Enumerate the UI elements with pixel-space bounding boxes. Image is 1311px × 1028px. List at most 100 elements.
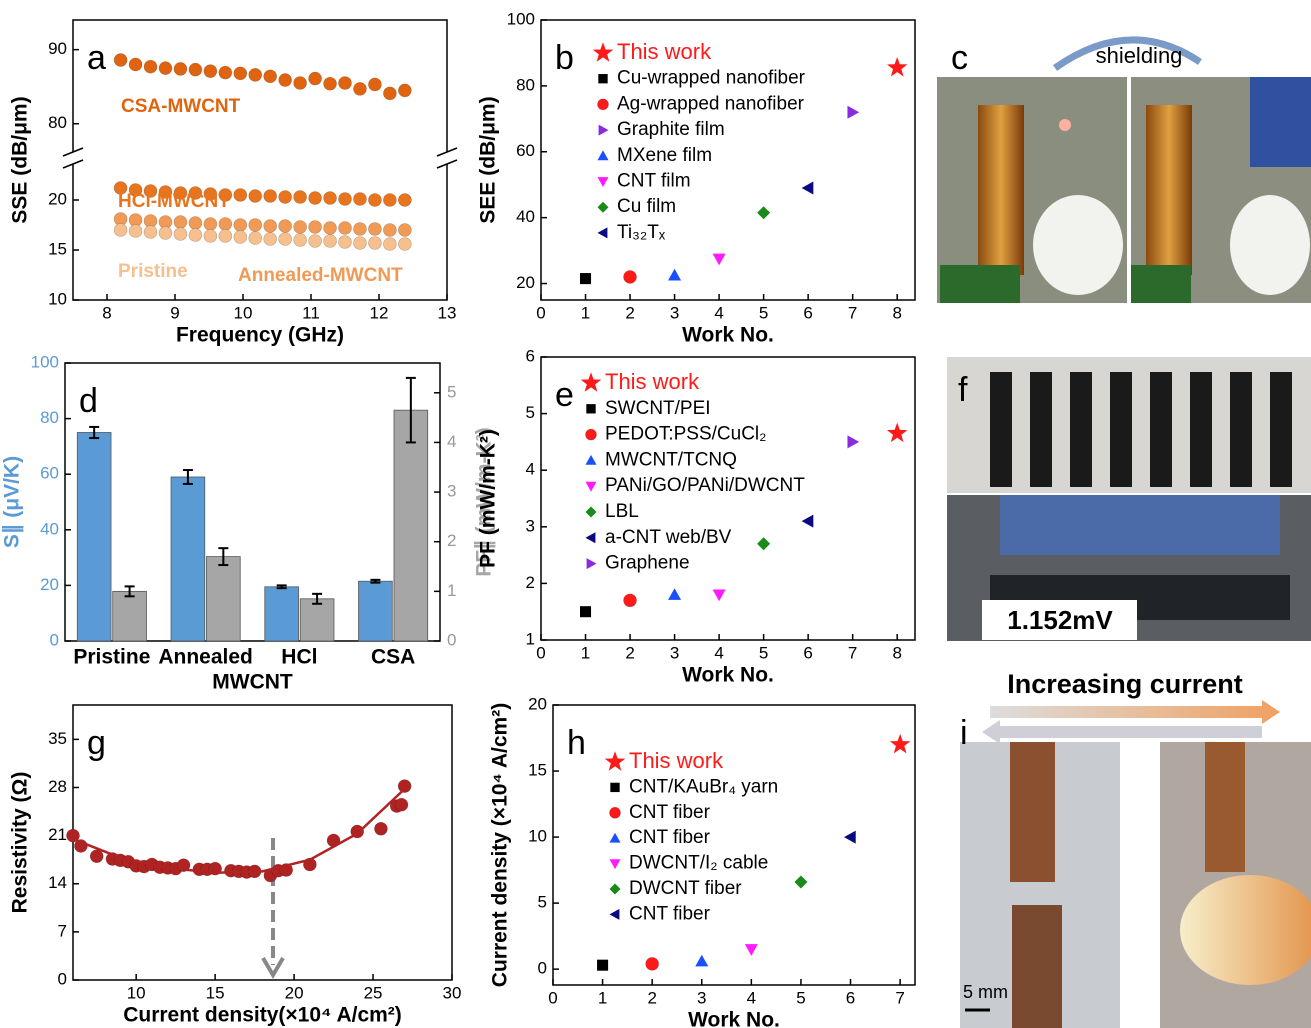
- axis-break-mark: [62, 159, 84, 169]
- legend-label: SWCNT/PEI: [605, 398, 711, 419]
- plot-frame: [72, 704, 453, 981]
- legend-label: Graphene: [605, 553, 690, 574]
- data-point: [66, 828, 80, 843]
- bar: [393, 409, 429, 642]
- scale-bar-label: 5 mm: [963, 982, 1008, 1002]
- data-point: [173, 62, 188, 76]
- y-tick-label: 40: [516, 207, 535, 226]
- x-tick-label: 0: [536, 303, 545, 322]
- y-tick-label: 0: [58, 969, 67, 988]
- legend-label: This work: [605, 369, 700, 394]
- x-tick-label: 5: [796, 988, 805, 1007]
- y-tick-label: 21: [48, 825, 67, 844]
- data-point: [233, 218, 248, 232]
- y-tick-label: 20: [40, 575, 59, 594]
- series-label: HCl-MWCNT: [118, 191, 230, 212]
- data-point: [757, 537, 771, 551]
- x-axis-label: Work No.: [682, 324, 774, 347]
- plot-frame: [540, 356, 916, 641]
- x-tick-label: 6: [846, 988, 855, 1007]
- legend-marker: [609, 806, 621, 819]
- legend-marker: [592, 42, 614, 62]
- panel-label: d: [79, 382, 98, 420]
- data-point: [203, 64, 218, 78]
- data-point: [353, 82, 367, 96]
- data-point: [695, 954, 709, 967]
- photo-caption: 1.152mV: [1007, 605, 1113, 635]
- legend-marker: [597, 98, 609, 111]
- bar: [264, 586, 299, 642]
- x-tick-label: 0: [536, 643, 545, 662]
- data-point: [353, 192, 367, 206]
- photo-caption: shielding: [1096, 43, 1183, 68]
- y-axis-label: SEE (dB/μm): [477, 96, 500, 223]
- legend-label: a-CNT web/BV: [605, 527, 732, 548]
- y-tick-label: 6: [526, 346, 535, 365]
- data-point: [398, 193, 412, 207]
- legend-marker: [585, 506, 597, 518]
- y-tick-label: 2: [526, 573, 535, 592]
- data-point: [597, 959, 609, 971]
- legend-marker: [586, 404, 596, 414]
- data-point: [889, 733, 911, 754]
- y-tick-label: 0: [50, 630, 59, 649]
- data-point: [203, 229, 218, 243]
- legend-marker: [597, 201, 609, 213]
- x-tick-label: 25: [364, 983, 383, 1002]
- x-tick-label: Pristine: [73, 646, 150, 669]
- data-point: [263, 219, 278, 233]
- data-point: [248, 231, 263, 245]
- y-tick-label: 35: [48, 729, 67, 748]
- bar: [206, 556, 241, 642]
- legend-marker: [604, 751, 626, 771]
- bar: [170, 476, 206, 642]
- x-tick-label: 1: [581, 303, 590, 322]
- data-point: [158, 61, 173, 75]
- data-point: [623, 270, 637, 284]
- data-point: [278, 219, 292, 233]
- legend-marker: [597, 227, 608, 239]
- legend-marker: [609, 859, 621, 870]
- series-label: CSA-MWCNT: [121, 96, 241, 117]
- data-point: [308, 191, 322, 205]
- bar: [76, 432, 112, 642]
- y-axis-label: Current density (×10⁴ A/cm²): [489, 703, 512, 987]
- x-axis-label: Work No.: [688, 1009, 780, 1028]
- y-tick-label: 0: [538, 959, 547, 978]
- x-tick-label: 2: [625, 303, 634, 322]
- legend-label: Graphite film: [617, 119, 725, 140]
- legend-label: DWCNT fiber: [629, 878, 742, 899]
- data-point: [278, 73, 292, 87]
- x-tick-label: 8: [102, 303, 111, 322]
- data-point: [712, 253, 726, 266]
- fit-line: [72, 787, 406, 875]
- series-label: Annealed-MWCNT: [238, 265, 403, 286]
- legend-label: MXene film: [617, 145, 712, 166]
- x-tick-label: 0: [548, 988, 557, 1007]
- x-axis-label: Frequency (GHz): [176, 324, 344, 347]
- error-bar: [124, 585, 135, 598]
- error-bar: [89, 425, 100, 440]
- data-point: [847, 435, 860, 449]
- y-tick-label: 3: [526, 516, 535, 535]
- legend-label: CNT fiber: [629, 903, 711, 924]
- x-tick-label: 6: [803, 303, 812, 322]
- data-point: [113, 223, 128, 237]
- data-point: [757, 206, 771, 220]
- data-point: [368, 236, 382, 250]
- data-point: [374, 821, 388, 836]
- y-axis-label: SSE (dB/μm): [9, 96, 32, 223]
- data-point: [398, 83, 412, 98]
- data-point: [623, 593, 637, 608]
- legend-marker: [610, 782, 620, 793]
- arrow-head: [261, 956, 285, 979]
- data-point: [263, 232, 278, 246]
- legend-marker: [585, 532, 596, 544]
- data-point: [397, 779, 412, 793]
- data-point: [158, 226, 173, 240]
- error-bar: [182, 469, 193, 485]
- y-tick-label: 20: [516, 273, 535, 292]
- error-bar: [405, 376, 416, 444]
- data-point: [323, 221, 337, 235]
